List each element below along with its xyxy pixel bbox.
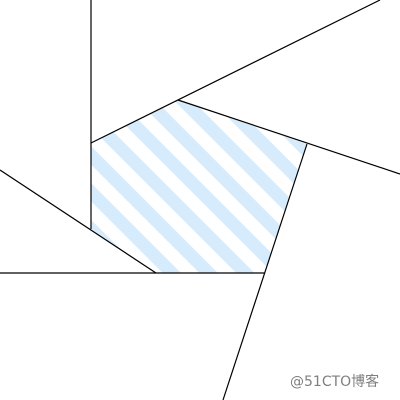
blade-edge-right-diagonal [177,99,400,175]
watermark-text: @51CTO博客 [290,374,380,390]
blade-edge-left-diagonal [0,169,157,274]
striped-center-pentagon [91,100,307,273]
blade-edge-bottom-right [222,143,308,400]
blade-edge-top-right [90,0,381,144]
